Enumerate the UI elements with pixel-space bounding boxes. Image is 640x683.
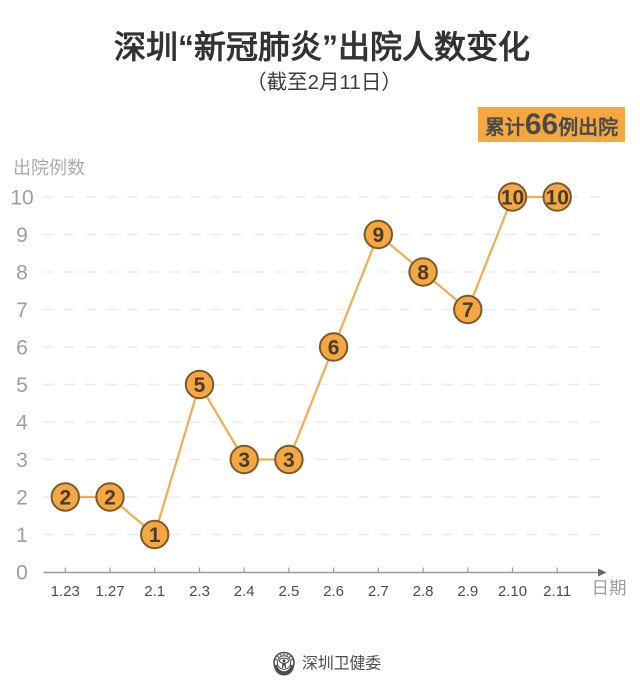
svg-text:2.5: 2.5	[278, 583, 299, 600]
svg-text:7: 7	[462, 299, 474, 322]
svg-text:2: 2	[104, 487, 116, 510]
svg-text:3: 3	[16, 449, 28, 472]
svg-text:10: 10	[501, 187, 524, 210]
svg-text:5: 5	[16, 374, 28, 397]
svg-text:2.1: 2.1	[144, 583, 165, 600]
svg-text:2.10: 2.10	[498, 583, 527, 600]
svg-text:6: 6	[16, 337, 28, 360]
svg-text:7: 7	[16, 299, 28, 322]
svg-text:8: 8	[417, 262, 429, 285]
svg-text:8: 8	[16, 262, 28, 285]
svg-text:2.6: 2.6	[323, 583, 344, 600]
svg-text:2.9: 2.9	[457, 583, 478, 600]
svg-text:5: 5	[194, 374, 206, 397]
svg-text:1.23: 1.23	[51, 583, 80, 600]
svg-text:累计66例出院: 累计66例出院	[485, 108, 618, 141]
svg-text:9: 9	[372, 224, 384, 247]
svg-text:2: 2	[16, 487, 28, 510]
svg-text:3: 3	[238, 449, 250, 472]
svg-text:4: 4	[16, 412, 28, 435]
svg-text:出院例数: 出院例数	[13, 158, 85, 178]
svg-text:深圳卫健委: 深圳卫健委	[302, 655, 381, 673]
svg-text:2.4: 2.4	[234, 583, 255, 600]
svg-text:0: 0	[16, 562, 28, 585]
svg-text:2.8: 2.8	[413, 583, 434, 600]
svg-text:2.11: 2.11	[543, 583, 571, 600]
svg-text:10: 10	[10, 187, 33, 210]
svg-text:3: 3	[283, 449, 295, 472]
svg-text:6: 6	[328, 337, 340, 360]
svg-text:9: 9	[16, 224, 28, 247]
svg-text:1: 1	[16, 524, 28, 547]
svg-text:深圳“新冠肺炎”出院人数变化: 深圳“新冠肺炎”出院人数变化	[114, 29, 530, 65]
svg-text:2.7: 2.7	[368, 583, 389, 600]
svg-text:（截至2月11日）: （截至2月11日）	[246, 71, 402, 94]
svg-text:2: 2	[59, 487, 71, 510]
svg-text:2.3: 2.3	[189, 583, 210, 600]
svg-text:日期: 日期	[592, 578, 627, 598]
svg-text:10: 10	[546, 187, 569, 210]
svg-text:1.27: 1.27	[95, 583, 124, 600]
svg-text:1: 1	[149, 524, 161, 547]
